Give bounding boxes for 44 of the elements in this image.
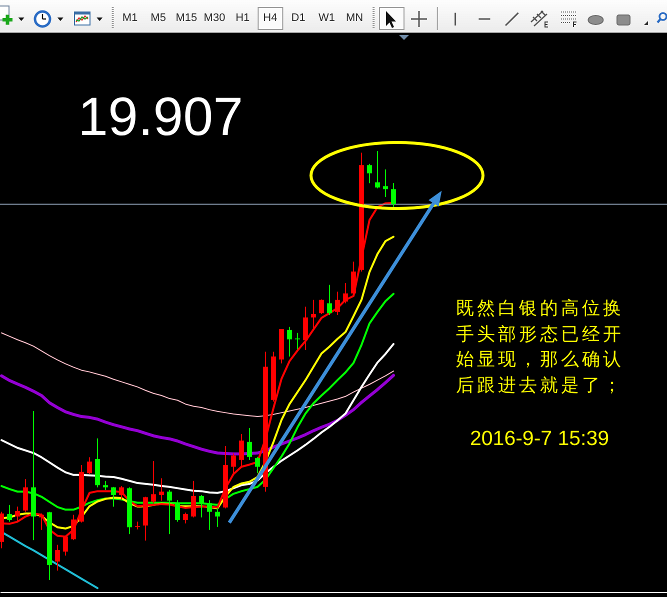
candlestick [183, 512, 188, 524]
candlestick [287, 326, 292, 357]
candlestick [390, 182, 396, 208]
candlestick [367, 163, 372, 184]
candlestick [382, 168, 388, 198]
text: MN [346, 12, 364, 25]
candlestick [7, 504, 12, 522]
candlestick [135, 521, 140, 530]
candlestick [255, 456, 260, 474]
text: W1 [318, 12, 336, 25]
candlestick [55, 544, 60, 572]
candlestick [39, 513, 44, 530]
candlestick [303, 306, 308, 351]
text: D1 [291, 12, 306, 25]
candlestick [103, 480, 108, 490]
candlestick [319, 298, 324, 315]
candlestick [239, 434, 244, 468]
candlestick [231, 452, 236, 476]
candlestick [151, 460, 156, 504]
candlestick [247, 428, 252, 460]
annotation: 2016-9-7 15:39 [470, 427, 610, 450]
candlestick [215, 508, 220, 528]
annotation: 既然白银的高位换手头部形态已经开始显现，那么确认后跟进去就是了； [456, 297, 625, 398]
text: 19.907 [78, 87, 244, 147]
text: M15 [176, 12, 198, 25]
candlestick [15, 506, 20, 522]
candlestick [295, 332, 300, 350]
candlestick [111, 486, 116, 508]
candlestick [87, 456, 92, 475]
text: M5 [150, 12, 166, 25]
candlestick [327, 284, 332, 316]
candlestick [343, 282, 348, 304]
candlestick [335, 291, 340, 316]
candlestick [159, 478, 164, 502]
candlestick [351, 261, 356, 296]
text: H4 [263, 12, 278, 25]
text: M1 [122, 12, 138, 25]
candlestick [191, 480, 196, 518]
candlestick [119, 486, 124, 500]
text: M30 [204, 12, 226, 25]
text: H1 [236, 12, 250, 25]
candlestick [311, 299, 316, 330]
candlestick [23, 478, 28, 512]
candlestick [374, 150, 380, 189]
